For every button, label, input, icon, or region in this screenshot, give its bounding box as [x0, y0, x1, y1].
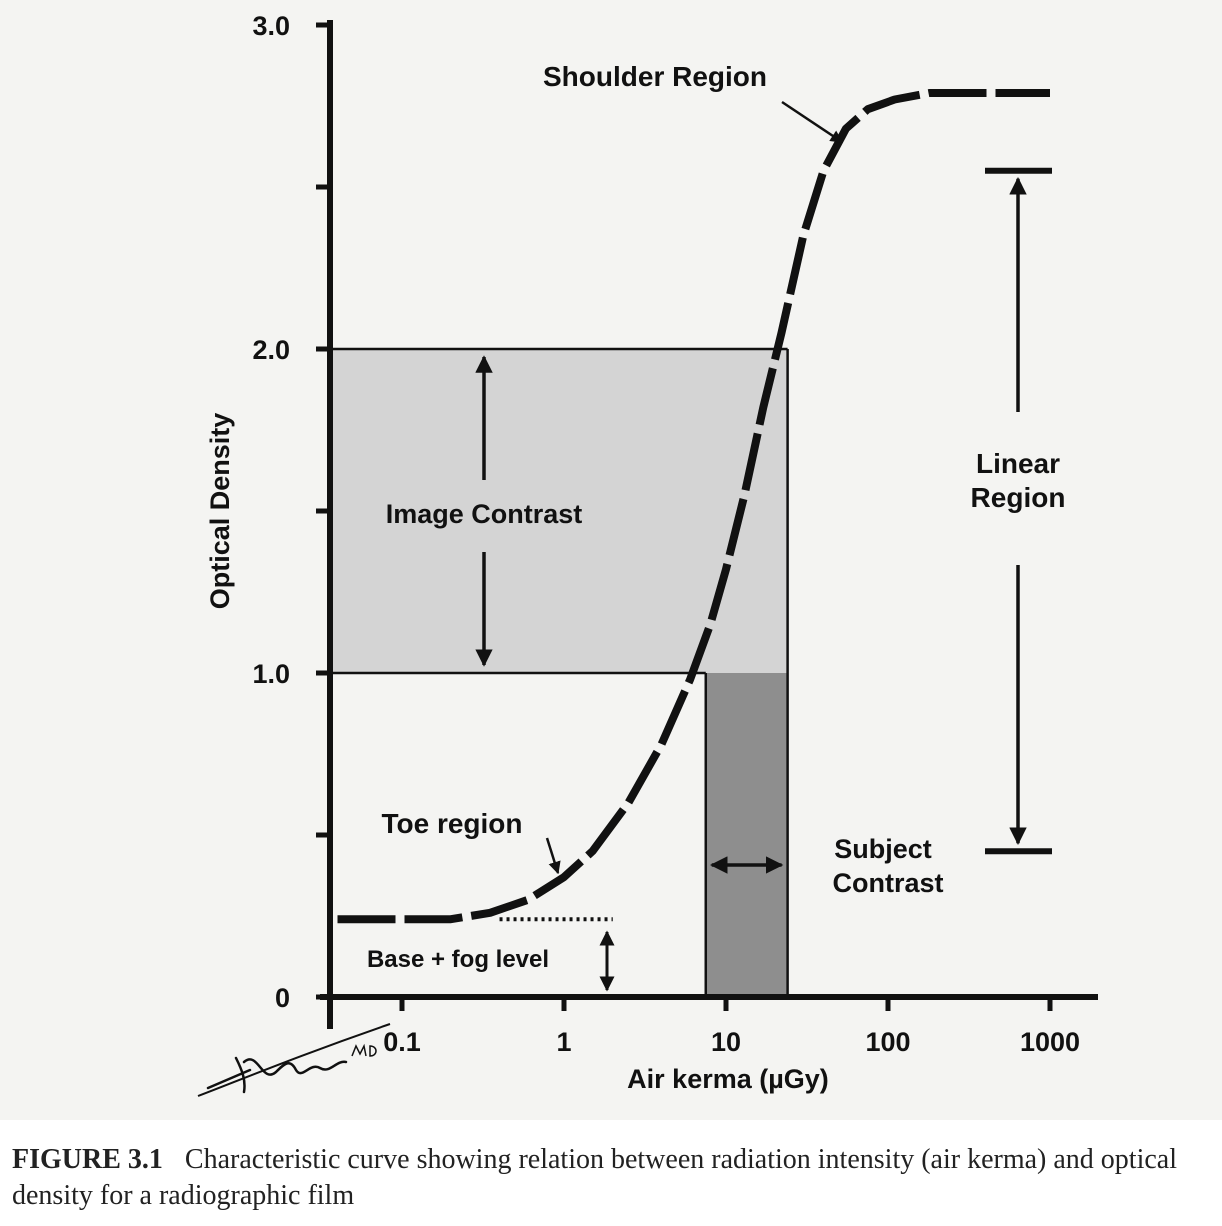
characteristic-curve-line	[337, 89, 1050, 924]
x-tick-label: 100	[865, 1027, 910, 1057]
subject-contrast-label-line1: Subject	[834, 834, 932, 864]
x-tick-label: 1000	[1020, 1027, 1080, 1057]
shoulder-arrow	[781, 100, 844, 144]
toe-region-label: Toe region	[381, 808, 522, 839]
x-tick-label: 1	[556, 1027, 571, 1057]
x-axis-title: Air kerma (µGy)	[627, 1064, 829, 1094]
subject-contrast-band	[705, 673, 788, 997]
x-tick-label: 10	[711, 1027, 741, 1057]
contrast-bands	[330, 347, 789, 997]
caption-text: Characteristic curve showing relation be…	[12, 1144, 1177, 1211]
figure-caption: FIGURE 3.1 Characteristic curve showing r…	[12, 1142, 1217, 1214]
image-contrast-label: Image Contrast	[386, 499, 583, 529]
base-fog-label: Base + fog level	[367, 946, 549, 973]
x-tick-label: 0.1	[383, 1027, 421, 1057]
y-axis-title: Optical Density	[205, 413, 235, 610]
linear-region-label-line1: Linear	[976, 448, 1060, 479]
signature-underline	[197, 1023, 391, 1097]
characteristic-curve	[337, 89, 1050, 924]
shoulder-region-label: Shoulder Region	[543, 61, 767, 92]
signature-md	[351, 1043, 377, 1057]
axes: 0 1.0 2.0 3.0 0.1 1 10 100 1000 Air kerma (µGy) Op…	[205, 11, 1098, 1094]
characteristic-curve-chart: 0 1.0 2.0 3.0 0.1 1 10 100 1000 Air kerma (µGy) Op…	[197, 11, 1098, 1097]
subject-contrast-label-line2: Contrast	[832, 868, 943, 898]
signature-scrawl	[206, 1056, 348, 1094]
y-tick-label: 1.0	[252, 659, 290, 689]
signature-mark	[197, 1023, 391, 1097]
linear-region-label-line2: Region	[971, 482, 1066, 513]
y-tick-label: 2.0	[252, 335, 290, 365]
y-tick-label: 3.0	[252, 11, 290, 41]
figure-number: FIGURE 3.1	[12, 1144, 163, 1175]
y-tick-label: 0	[275, 983, 290, 1013]
toe-region-arrow	[545, 837, 561, 875]
